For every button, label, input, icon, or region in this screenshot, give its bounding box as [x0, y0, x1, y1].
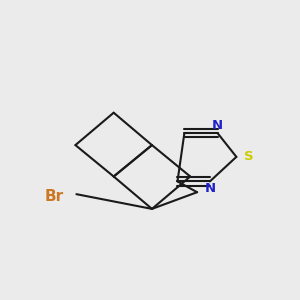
Text: S: S [244, 150, 254, 164]
Text: N: N [212, 119, 223, 133]
Text: N: N [204, 182, 215, 195]
Text: Br: Br [44, 189, 64, 204]
